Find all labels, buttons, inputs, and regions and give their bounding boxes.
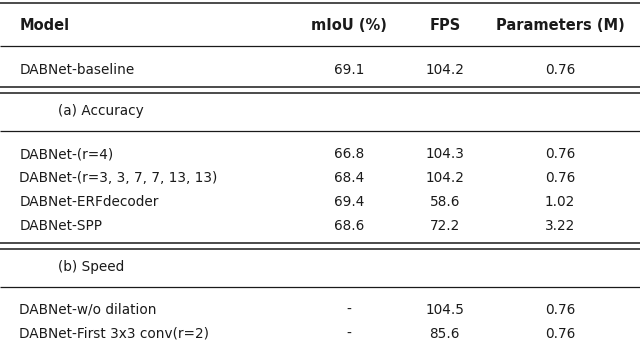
Text: 104.2: 104.2 — [426, 63, 464, 77]
Text: 58.6: 58.6 — [429, 195, 460, 209]
Text: DABNet-ERFdecoder: DABNet-ERFdecoder — [19, 195, 159, 209]
Text: 69.1: 69.1 — [333, 63, 364, 77]
Text: FPS: FPS — [429, 18, 460, 33]
Text: 85.6: 85.6 — [429, 327, 460, 341]
Text: Model: Model — [19, 18, 69, 33]
Text: 0.76: 0.76 — [545, 303, 575, 317]
Text: 66.8: 66.8 — [333, 147, 364, 161]
Text: DABNet-(r=4): DABNet-(r=4) — [19, 147, 113, 161]
Text: DABNet-baseline: DABNet-baseline — [19, 63, 134, 77]
Text: Parameters (M): Parameters (M) — [495, 18, 625, 33]
Text: DABNet-First 3x3 conv(r=2): DABNet-First 3x3 conv(r=2) — [19, 327, 209, 341]
Text: 0.76: 0.76 — [545, 63, 575, 77]
Text: 3.22: 3.22 — [545, 219, 575, 233]
Text: 104.3: 104.3 — [426, 147, 464, 161]
Text: 1.02: 1.02 — [545, 195, 575, 209]
Text: 104.5: 104.5 — [426, 303, 464, 317]
Text: 68.6: 68.6 — [333, 219, 364, 233]
Text: mIoU (%): mIoU (%) — [311, 18, 387, 33]
Text: DABNet-SPP: DABNet-SPP — [19, 219, 102, 233]
Text: 69.4: 69.4 — [333, 195, 364, 209]
Text: 0.76: 0.76 — [545, 171, 575, 185]
Text: 104.2: 104.2 — [426, 171, 464, 185]
Text: -: - — [346, 303, 351, 317]
Text: -: - — [346, 327, 351, 341]
Text: 0.76: 0.76 — [545, 147, 575, 161]
Text: (b) Speed: (b) Speed — [58, 260, 124, 274]
Text: (a) Accuracy: (a) Accuracy — [58, 104, 143, 118]
Text: 68.4: 68.4 — [333, 171, 364, 185]
Text: 72.2: 72.2 — [429, 219, 460, 233]
Text: DABNet-w/o dilation: DABNet-w/o dilation — [19, 303, 157, 317]
Text: DABNet-(r=3, 3, 7, 7, 13, 13): DABNet-(r=3, 3, 7, 7, 13, 13) — [19, 171, 218, 185]
Text: 0.76: 0.76 — [545, 327, 575, 341]
